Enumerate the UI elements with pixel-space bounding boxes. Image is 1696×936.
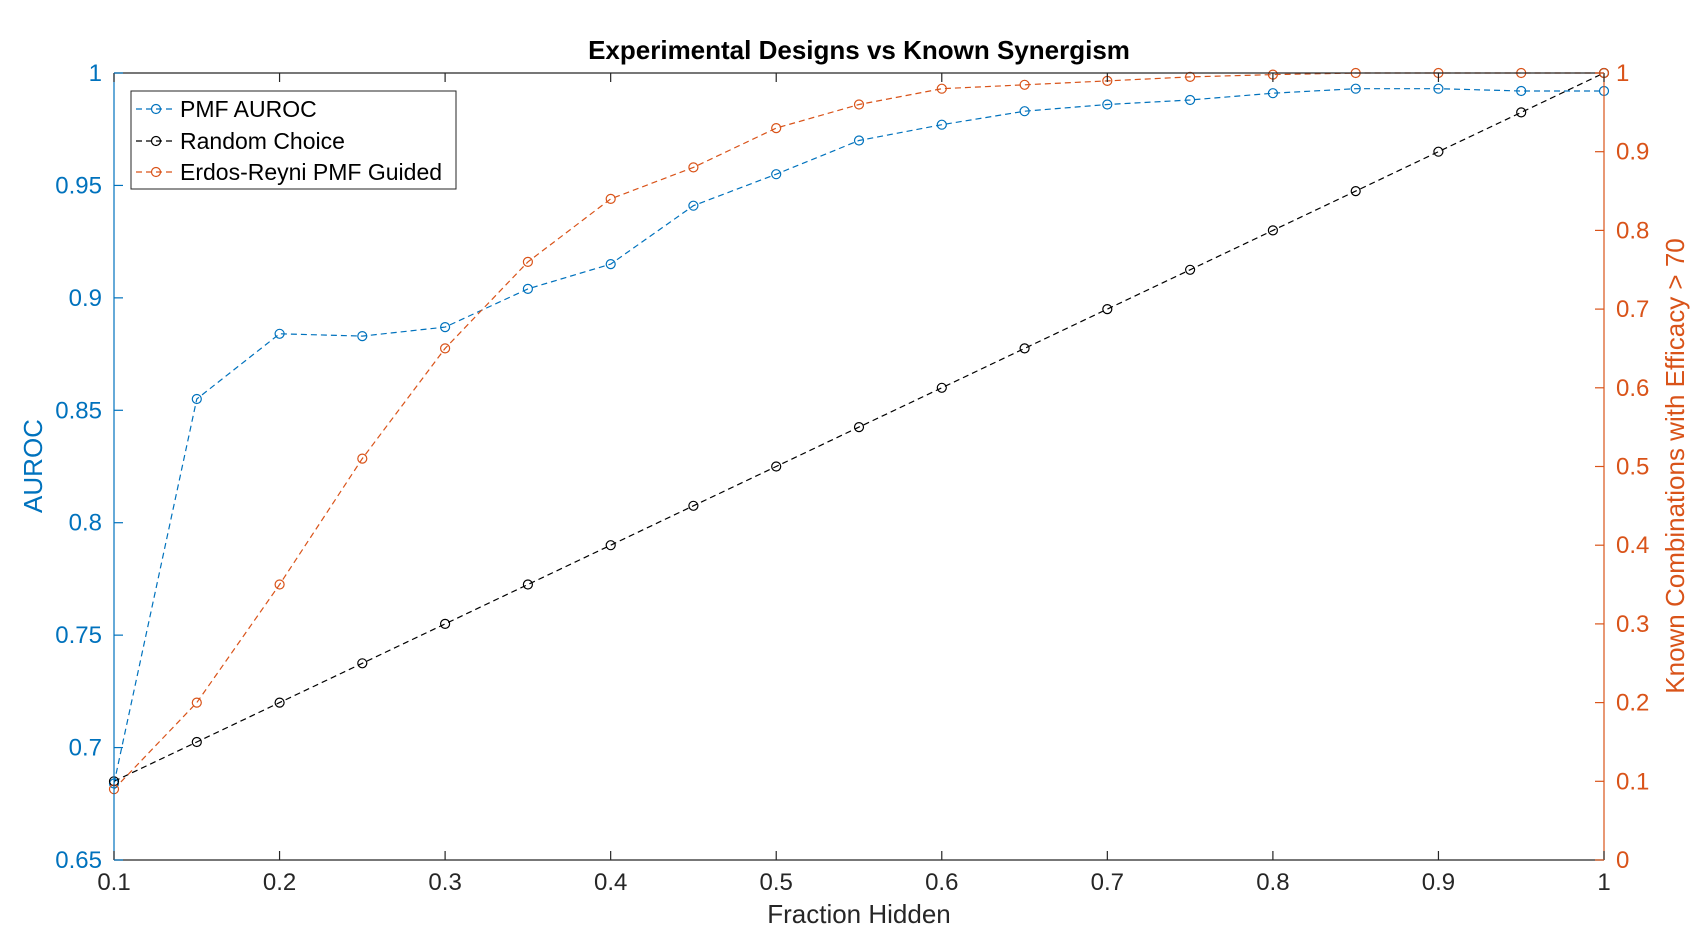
y-left-tick-label: 0.75	[55, 622, 102, 649]
data-point-random-choice	[274, 697, 285, 708]
data-point-random-choice	[1019, 343, 1030, 354]
data-point-pmf-auroc	[1516, 85, 1527, 97]
series-line-pmf-auroc	[113, 88, 1604, 784]
y-left-tick-label: 0.9	[69, 285, 102, 312]
y-right-tick-label: 0.8	[1616, 217, 1649, 244]
data-point-pmf-auroc	[357, 331, 368, 342]
legend-marker-pmf-auroc	[150, 103, 162, 115]
data-point-pmf-auroc	[1267, 88, 1279, 99]
y-left-tick-label: 0.8	[69, 510, 102, 537]
data-point-random-choice	[605, 540, 616, 551]
legend-label-random-choice: Random Choice	[180, 128, 345, 154]
x-tick-label: 0.4	[594, 869, 627, 896]
y-right-tick-label: 0.9	[1616, 139, 1649, 166]
data-point-random-choice	[191, 736, 202, 748]
y-axis-label-left: AUROC	[18, 419, 48, 513]
x-tick-label: 0.6	[925, 869, 958, 896]
data-point-erdos-reyni-pmf-guided	[771, 123, 782, 134]
y-right-tick-label: 0.1	[1616, 768, 1649, 795]
data-point-random-choice	[357, 658, 368, 669]
legend-entry-pmf-auroc: PMF AUROC	[136, 96, 317, 122]
data-point-random-choice	[688, 500, 699, 511]
y-right-tick-label: 0.4	[1616, 532, 1649, 559]
data-point-random-choice	[522, 579, 534, 590]
series-line-random-choice	[113, 72, 1605, 782]
y-right-tick-label: 0.6	[1616, 375, 1649, 402]
y-right-tick-label: 0.3	[1616, 611, 1649, 638]
data-point-pmf-auroc	[1019, 106, 1030, 117]
plot-area	[114, 73, 1604, 860]
data-point-erdos-reyni-pmf-guided	[605, 193, 616, 204]
axis-ticks: 0.1 0.2 0.3 0.4 0.5 0.6 0.7 0.8 0.9 1 0.65 0.7 0.75 0…	[55, 60, 1649, 896]
data-point-erdos-reyni-pmf-guided	[1019, 79, 1030, 90]
x-axis-label: Fraction Hidden	[767, 899, 951, 929]
data-point-random-choice	[1516, 107, 1527, 118]
y-right-tick-label: 0.5	[1616, 454, 1649, 481]
y-axis-label-right: Known Combinations with Efficacy > 70	[1660, 238, 1690, 693]
legend-box	[130, 90, 457, 190]
x-tick-label: 1	[1597, 869, 1610, 896]
y-left-tick-label: 0.95	[55, 172, 102, 199]
y-left-tick-label: 0.65	[55, 847, 102, 874]
data-point-erdos-reyni-pmf-guided	[936, 83, 947, 94]
data-point-erdos-reyni-pmf-guided	[274, 579, 285, 590]
data-point-random-choice	[440, 618, 451, 630]
data-point-random-choice	[1267, 225, 1279, 236]
x-tick-label: 0.1	[97, 869, 130, 896]
legend-label-pmf-auroc: PMF AUROC	[180, 96, 317, 122]
x-tick-label: 0.5	[760, 869, 793, 896]
y-left-tick-label: 0.85	[55, 397, 102, 424]
data-point-pmf-auroc	[605, 259, 616, 270]
x-tick-label: 0.8	[1256, 869, 1289, 896]
x-tick-label: 0.2	[263, 869, 296, 896]
data-point-pmf-auroc	[522, 283, 534, 294]
y-right-tick-label: 0.7	[1616, 296, 1649, 323]
data-point-erdos-reyni-pmf-guided	[440, 343, 451, 354]
x-tick-label: 0.7	[1091, 869, 1124, 896]
data-point-random-choice	[1102, 304, 1113, 315]
data-point-pmf-auroc	[771, 169, 782, 180]
y-left-tick-label: 0.7	[69, 735, 102, 762]
data-point-random-choice	[771, 461, 782, 472]
legend-marker-random-choice	[150, 135, 162, 147]
data-point-erdos-reyni-pmf-guided	[191, 697, 202, 708]
data-point-pmf-auroc	[191, 393, 202, 405]
data-point-pmf-auroc	[936, 119, 947, 130]
data-point-pmf-auroc	[1102, 99, 1113, 110]
series-markers	[108, 67, 1610, 795]
y-right-tick-label: 1	[1616, 60, 1629, 87]
data-point-pmf-auroc	[274, 328, 285, 339]
data-point-erdos-reyni-pmf-guided	[522, 256, 534, 267]
data-point-pmf-auroc	[440, 322, 451, 333]
chart-title: Experimental Designs vs Known Synergism	[588, 35, 1130, 65]
data-point-random-choice	[853, 422, 865, 433]
data-point-erdos-reyni-pmf-guided	[357, 453, 368, 464]
data-point-pmf-auroc	[853, 135, 865, 146]
data-point-pmf-auroc	[1433, 83, 1444, 94]
data-point-pmf-auroc	[1350, 83, 1361, 94]
legend-entry-random-choice: Random Choice	[136, 128, 345, 154]
data-point-random-choice	[936, 382, 947, 393]
data-point-random-choice	[1184, 264, 1196, 275]
legend-marker-erdos-reyni	[150, 166, 162, 178]
y-right-tick-label: 0.2	[1616, 690, 1649, 717]
data-point-pmf-auroc	[688, 200, 699, 211]
y-right-tick-label: 0	[1616, 847, 1629, 874]
data-point-erdos-reyni-pmf-guided	[853, 99, 865, 110]
legend-label-erdos-reyni: Erdos-Reyni PMF Guided	[180, 159, 442, 185]
x-tick-label: 0.3	[428, 869, 461, 896]
data-point-erdos-reyni-pmf-guided	[688, 162, 699, 173]
data-point-random-choice	[1350, 186, 1361, 197]
y-left-tick-label: 1	[89, 60, 102, 87]
data-point-pmf-auroc	[1184, 94, 1196, 106]
x-tick-label: 0.9	[1422, 869, 1455, 896]
data-point-random-choice	[1433, 146, 1444, 157]
legend: PMF AUROC Random Choice Erdos-Reyni PMF …	[130, 90, 457, 190]
legend-entry-erdos-reyni: Erdos-Reyni PMF Guided	[136, 159, 442, 185]
